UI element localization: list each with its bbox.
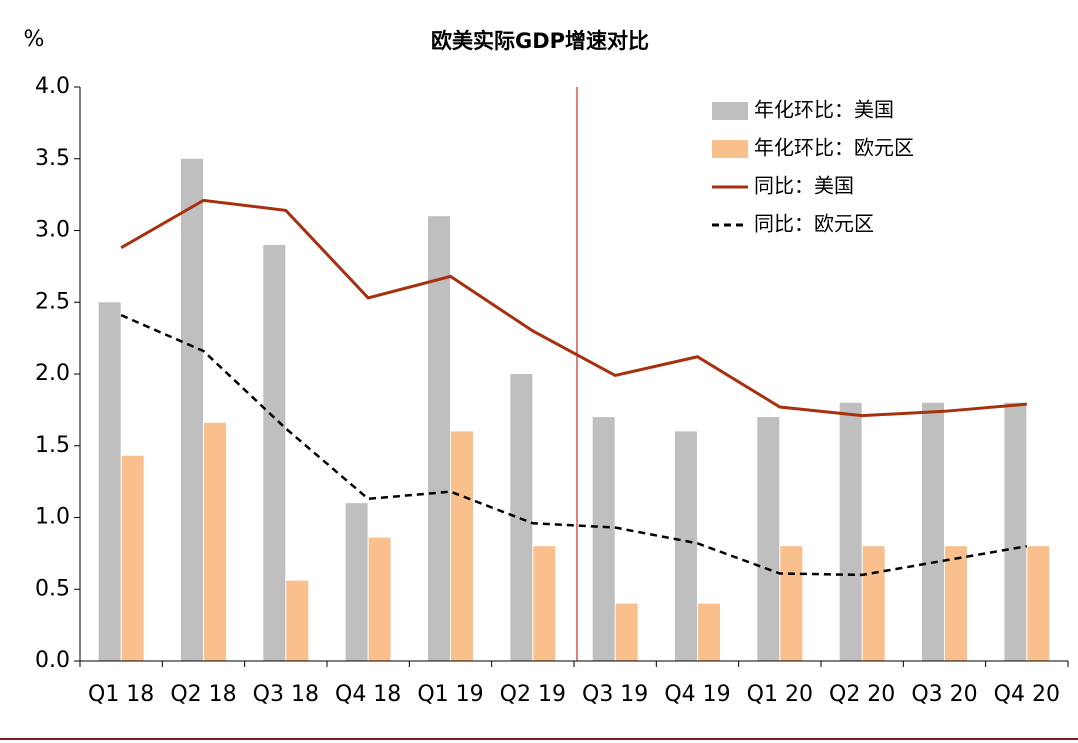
bar xyxy=(428,216,450,661)
bar xyxy=(345,503,368,661)
legend-label: 同比：欧元区 xyxy=(754,212,874,236)
line xyxy=(120,198,1027,418)
legend-swatch xyxy=(712,102,748,120)
x-tick-label: Q1 20 xyxy=(747,682,813,707)
legend-label: 同比：美国 xyxy=(754,174,854,198)
x-tick-label: Q4 18 xyxy=(335,682,401,707)
y-tick-label: 4.0 xyxy=(35,74,70,99)
y-tick-label: 3.0 xyxy=(35,218,70,243)
bar xyxy=(533,546,556,661)
x-tick-label: Q2 19 xyxy=(500,682,566,707)
y-tick-label: 0.0 xyxy=(35,648,70,673)
y-tick-label: 1.0 xyxy=(35,505,70,530)
y-tick-label: 2.0 xyxy=(35,361,70,386)
bar xyxy=(181,158,203,661)
bar xyxy=(263,244,286,661)
x-tick-label: Q3 18 xyxy=(253,682,319,707)
bar xyxy=(451,431,473,661)
y-tick-label: 3.5 xyxy=(35,146,70,171)
x-tick-label: Q4 20 xyxy=(994,682,1060,707)
line xyxy=(120,314,1028,577)
bar xyxy=(1027,546,1050,661)
bar xyxy=(757,417,780,661)
bar xyxy=(945,546,967,661)
legend-swatch xyxy=(712,140,748,158)
bar xyxy=(1004,402,1027,661)
bar xyxy=(204,422,226,661)
x-tick-label: Q4 19 xyxy=(664,682,730,707)
bar xyxy=(368,537,391,661)
bar xyxy=(592,417,615,661)
bar xyxy=(862,546,885,661)
x-tick-label: Q2 20 xyxy=(829,682,895,707)
legend-label: 年化环比：欧元区 xyxy=(754,136,914,160)
x-tick-label: Q3 19 xyxy=(582,682,648,707)
bar xyxy=(922,402,944,661)
chart-title: 欧美实际GDP增速对比 xyxy=(431,29,649,53)
bar xyxy=(780,546,803,661)
y-tick-label: 2.5 xyxy=(35,289,70,314)
legend-label: 年化环比：美国 xyxy=(754,98,894,122)
y-tick-label: 1.5 xyxy=(35,433,70,458)
bar xyxy=(839,402,862,661)
bar xyxy=(698,603,720,661)
x-tick-label: Q1 19 xyxy=(417,682,483,707)
x-tick-label: Q3 20 xyxy=(911,682,977,707)
y-axis-label: % xyxy=(24,27,45,52)
x-tick-label: Q2 18 xyxy=(170,682,236,707)
bar xyxy=(121,455,144,661)
y-tick-label: 0.5 xyxy=(35,576,70,601)
bar xyxy=(98,302,121,661)
x-tick-label: Q1 18 xyxy=(88,682,154,707)
bar xyxy=(675,431,697,661)
bar xyxy=(615,603,638,661)
bar xyxy=(286,580,309,661)
